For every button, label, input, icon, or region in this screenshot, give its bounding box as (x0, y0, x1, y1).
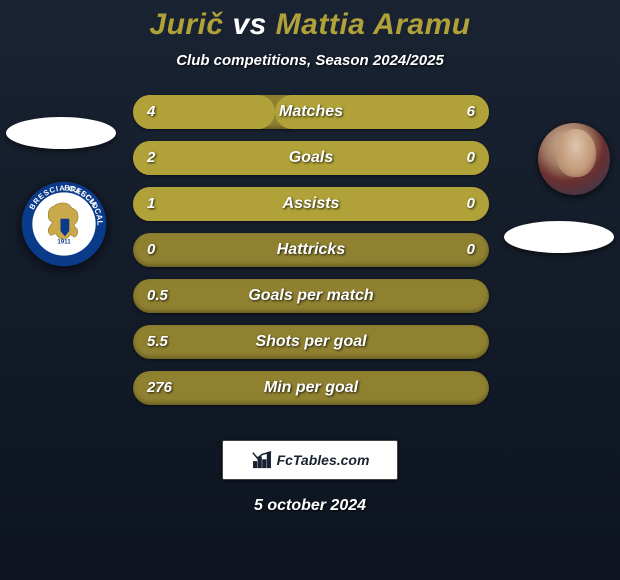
bar-left-value: 0 (147, 233, 155, 267)
stat-bar: 0.5Goals per match (133, 279, 489, 313)
bar-label: Min per goal (133, 371, 489, 405)
bar-label: Shots per goal (133, 325, 489, 359)
bar-left-value: 5.5 (147, 325, 168, 359)
bar-fill-left (133, 187, 489, 221)
bar-fill-right (275, 95, 489, 129)
stat-bar: 5.5Shots per goal (133, 325, 489, 359)
bar-label: Goals per match (133, 279, 489, 313)
watermark-text: FcTables.com (277, 452, 370, 468)
bar-fill-left (133, 95, 275, 129)
bar-left-value: 276 (147, 371, 172, 405)
subtitle: Club competitions, Season 2024/2025 (0, 52, 620, 69)
brescia-badge-icon: BRESCIA CALCIO BRESCIA CALCIO 1911 (20, 180, 108, 268)
stat-bar: 20Goals (133, 141, 489, 175)
page-title: Jurič vs Mattia Aramu (0, 8, 620, 42)
vs-text: vs (224, 8, 276, 41)
stat-bar: 46Matches (133, 95, 489, 129)
player1-avatar-placeholder (6, 117, 116, 149)
player2-name: Mattia Aramu (276, 8, 471, 41)
date-text: 5 october 2024 (0, 497, 620, 515)
bar-fill-left (133, 141, 489, 175)
bar-right-value: 0 (467, 233, 475, 267)
stat-bar: 0 0Hattricks (133, 233, 489, 267)
bar-left-value: 0.5 (147, 279, 168, 313)
chart-icon (251, 449, 273, 471)
player2-photo (538, 123, 610, 195)
player1-name: Jurič (149, 8, 223, 41)
svg-text:1911: 1911 (57, 238, 71, 245)
stat-bars: 46Matches 20Goals 10Assists 0 0Hattricks 0.5G… (133, 95, 489, 417)
bar-label: Hattricks (133, 233, 489, 267)
player1-club-badge: BRESCIA CALCIO BRESCIA CALCIO 1911 (20, 180, 108, 268)
comparison-card: Jurič vs Mattia Aramu Club competitions,… (0, 0, 620, 580)
fctables-watermark: FcTables.com (222, 440, 398, 480)
player2-club-placeholder (504, 221, 614, 253)
stat-bar: 10Assists (133, 187, 489, 221)
stat-bar: 276Min per goal (133, 371, 489, 405)
